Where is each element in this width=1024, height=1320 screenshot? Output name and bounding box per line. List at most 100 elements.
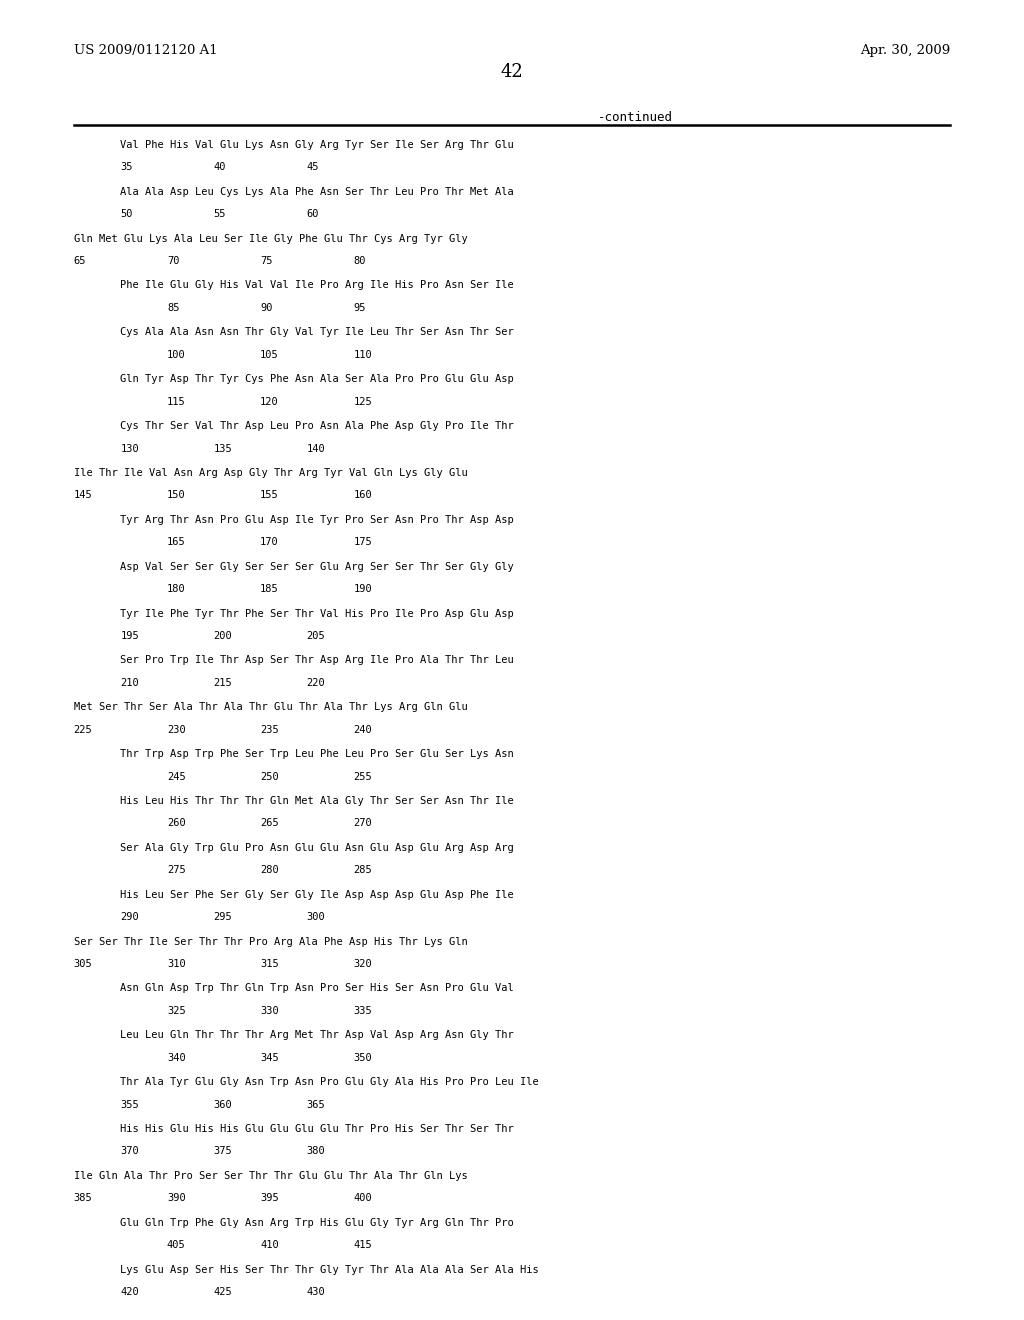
Text: 360: 360 <box>214 1100 232 1110</box>
Text: 320: 320 <box>353 958 372 969</box>
Text: Asn Gln Asp Trp Thr Gln Trp Asn Pro Ser His Ser Asn Pro Glu Val: Asn Gln Asp Trp Thr Gln Trp Asn Pro Ser … <box>121 983 514 994</box>
Text: Glu Gln Trp Phe Gly Asn Arg Trp His Glu Gly Tyr Arg Gln Thr Pro: Glu Gln Trp Phe Gly Asn Arg Trp His Glu … <box>121 1217 514 1228</box>
Text: 370: 370 <box>121 1146 139 1156</box>
Text: 175: 175 <box>353 537 372 548</box>
Text: Gln Tyr Asp Thr Tyr Cys Phe Asn Ala Ser Ala Pro Pro Glu Glu Asp: Gln Tyr Asp Thr Tyr Cys Phe Asn Ala Ser … <box>121 375 514 384</box>
Text: 250: 250 <box>260 771 279 781</box>
Text: Phe Ile Glu Gly His Val Val Ile Pro Arg Ile His Pro Asn Ser Ile: Phe Ile Glu Gly His Val Val Ile Pro Arg … <box>121 280 514 290</box>
Text: Asp Val Ser Ser Gly Ser Ser Ser Glu Arg Ser Ser Thr Ser Gly Gly: Asp Val Ser Ser Gly Ser Ser Ser Glu Arg … <box>121 562 514 572</box>
Text: 330: 330 <box>260 1006 279 1016</box>
Text: 190: 190 <box>353 583 372 594</box>
Text: 305: 305 <box>74 958 92 969</box>
Text: 170: 170 <box>260 537 279 548</box>
Text: 430: 430 <box>307 1287 326 1298</box>
Text: 235: 235 <box>260 725 279 735</box>
Text: 100: 100 <box>167 350 185 360</box>
Text: Lys Glu Asp Ser His Ser Thr Thr Gly Tyr Thr Ala Ala Ala Ser Ala His: Lys Glu Asp Ser His Ser Thr Thr Gly Tyr … <box>121 1265 539 1275</box>
Text: 140: 140 <box>307 444 326 454</box>
Text: 345: 345 <box>260 1053 279 1063</box>
Text: 185: 185 <box>260 583 279 594</box>
Text: 260: 260 <box>167 818 185 829</box>
Text: His His Glu His His Glu Glu Glu Glu Thr Pro His Ser Thr Ser Thr: His His Glu His His Glu Glu Glu Glu Thr … <box>121 1123 514 1134</box>
Text: 365: 365 <box>307 1100 326 1110</box>
Text: 45: 45 <box>307 162 319 173</box>
Text: 75: 75 <box>260 256 272 267</box>
Text: 415: 415 <box>353 1239 372 1250</box>
Text: Apr. 30, 2009: Apr. 30, 2009 <box>860 44 950 57</box>
Text: 165: 165 <box>167 537 185 548</box>
Text: 310: 310 <box>167 958 185 969</box>
Text: 55: 55 <box>214 209 226 219</box>
Text: 240: 240 <box>353 725 372 735</box>
Text: -continued: -continued <box>597 111 673 124</box>
Text: 390: 390 <box>167 1193 185 1204</box>
Text: 280: 280 <box>260 866 279 875</box>
Text: His Leu His Thr Thr Thr Gln Met Ala Gly Thr Ser Ser Asn Thr Ile: His Leu His Thr Thr Thr Gln Met Ala Gly … <box>121 796 514 807</box>
Text: Ser Ser Thr Ile Ser Thr Thr Pro Arg Ala Phe Asp His Thr Lys Gln: Ser Ser Thr Ile Ser Thr Thr Pro Arg Ala … <box>74 936 468 946</box>
Text: Ser Ala Gly Trp Glu Pro Asn Glu Glu Asn Glu Asp Glu Arg Asp Arg: Ser Ala Gly Trp Glu Pro Asn Glu Glu Asn … <box>121 842 514 853</box>
Text: 405: 405 <box>167 1239 185 1250</box>
Text: 135: 135 <box>214 444 232 454</box>
Text: 215: 215 <box>214 678 232 688</box>
Text: Tyr Arg Thr Asn Pro Glu Asp Ile Tyr Pro Ser Asn Pro Thr Asp Asp: Tyr Arg Thr Asn Pro Glu Asp Ile Tyr Pro … <box>121 515 514 525</box>
Text: 265: 265 <box>260 818 279 829</box>
Text: 255: 255 <box>353 771 372 781</box>
Text: 120: 120 <box>260 396 279 407</box>
Text: 340: 340 <box>167 1053 185 1063</box>
Text: 225: 225 <box>74 725 92 735</box>
Text: 105: 105 <box>260 350 279 360</box>
Text: 270: 270 <box>353 818 372 829</box>
Text: Met Ser Thr Ser Ala Thr Ala Thr Glu Thr Ala Thr Lys Arg Gln Glu: Met Ser Thr Ser Ala Thr Ala Thr Glu Thr … <box>74 702 468 713</box>
Text: Gln Met Glu Lys Ala Leu Ser Ile Gly Phe Glu Thr Cys Arg Tyr Gly: Gln Met Glu Lys Ala Leu Ser Ile Gly Phe … <box>74 234 468 244</box>
Text: 70: 70 <box>167 256 179 267</box>
Text: 290: 290 <box>121 912 139 923</box>
Text: 125: 125 <box>353 396 372 407</box>
Text: 160: 160 <box>353 490 372 500</box>
Text: 375: 375 <box>214 1146 232 1156</box>
Text: 275: 275 <box>167 866 185 875</box>
Text: 220: 220 <box>307 678 326 688</box>
Text: 380: 380 <box>307 1146 326 1156</box>
Text: Ile Gln Ala Thr Pro Ser Ser Thr Thr Glu Glu Thr Ala Thr Gln Lys: Ile Gln Ala Thr Pro Ser Ser Thr Thr Glu … <box>74 1171 468 1181</box>
Text: Cys Thr Ser Val Thr Asp Leu Pro Asn Ala Phe Asp Gly Pro Ile Thr: Cys Thr Ser Val Thr Asp Leu Pro Asn Ala … <box>121 421 514 432</box>
Text: 150: 150 <box>167 490 185 500</box>
Text: 180: 180 <box>167 583 185 594</box>
Text: 110: 110 <box>353 350 372 360</box>
Text: 60: 60 <box>307 209 319 219</box>
Text: 210: 210 <box>121 678 139 688</box>
Text: 205: 205 <box>307 631 326 642</box>
Text: Ser Pro Trp Ile Thr Asp Ser Thr Asp Arg Ile Pro Ala Thr Thr Leu: Ser Pro Trp Ile Thr Asp Ser Thr Asp Arg … <box>121 655 514 665</box>
Text: 395: 395 <box>260 1193 279 1204</box>
Text: 410: 410 <box>260 1239 279 1250</box>
Text: 195: 195 <box>121 631 139 642</box>
Text: 130: 130 <box>121 444 139 454</box>
Text: 50: 50 <box>121 209 133 219</box>
Text: 85: 85 <box>167 302 179 313</box>
Text: Thr Trp Asp Trp Phe Ser Trp Leu Phe Leu Pro Ser Glu Ser Lys Asn: Thr Trp Asp Trp Phe Ser Trp Leu Phe Leu … <box>121 748 514 759</box>
Text: 300: 300 <box>307 912 326 923</box>
Text: 155: 155 <box>260 490 279 500</box>
Text: 245: 245 <box>167 771 185 781</box>
Text: Ala Ala Asp Leu Cys Lys Ala Phe Asn Ser Thr Leu Pro Thr Met Ala: Ala Ala Asp Leu Cys Lys Ala Phe Asn Ser … <box>121 186 514 197</box>
Text: 90: 90 <box>260 302 272 313</box>
Text: Val Phe His Val Glu Lys Asn Gly Arg Tyr Ser Ile Ser Arg Thr Glu: Val Phe His Val Glu Lys Asn Gly Arg Tyr … <box>121 140 514 150</box>
Text: 355: 355 <box>121 1100 139 1110</box>
Text: 115: 115 <box>167 396 185 407</box>
Text: 425: 425 <box>214 1287 232 1298</box>
Text: 42: 42 <box>501 63 523 82</box>
Text: 350: 350 <box>353 1053 372 1063</box>
Text: Leu Leu Gln Thr Thr Thr Arg Met Thr Asp Val Asp Arg Asn Gly Thr: Leu Leu Gln Thr Thr Thr Arg Met Thr Asp … <box>121 1030 514 1040</box>
Text: Thr Ala Tyr Glu Gly Asn Trp Asn Pro Glu Gly Ala His Pro Pro Leu Ile: Thr Ala Tyr Glu Gly Asn Trp Asn Pro Glu … <box>121 1077 539 1088</box>
Text: 385: 385 <box>74 1193 92 1204</box>
Text: 325: 325 <box>167 1006 185 1016</box>
Text: US 2009/0112120 A1: US 2009/0112120 A1 <box>74 44 217 57</box>
Text: 285: 285 <box>353 866 372 875</box>
Text: Tyr Ile Phe Tyr Thr Phe Ser Thr Val His Pro Ile Pro Asp Glu Asp: Tyr Ile Phe Tyr Thr Phe Ser Thr Val His … <box>121 609 514 619</box>
Text: 335: 335 <box>353 1006 372 1016</box>
Text: 315: 315 <box>260 958 279 969</box>
Text: Cys Ala Ala Asn Asn Thr Gly Val Tyr Ile Leu Thr Ser Asn Thr Ser: Cys Ala Ala Asn Asn Thr Gly Val Tyr Ile … <box>121 327 514 338</box>
Text: 230: 230 <box>167 725 185 735</box>
Text: Ile Thr Ile Val Asn Arg Asp Gly Thr Arg Tyr Val Gln Lys Gly Glu: Ile Thr Ile Val Asn Arg Asp Gly Thr Arg … <box>74 467 468 478</box>
Text: 295: 295 <box>214 912 232 923</box>
Text: 95: 95 <box>353 302 366 313</box>
